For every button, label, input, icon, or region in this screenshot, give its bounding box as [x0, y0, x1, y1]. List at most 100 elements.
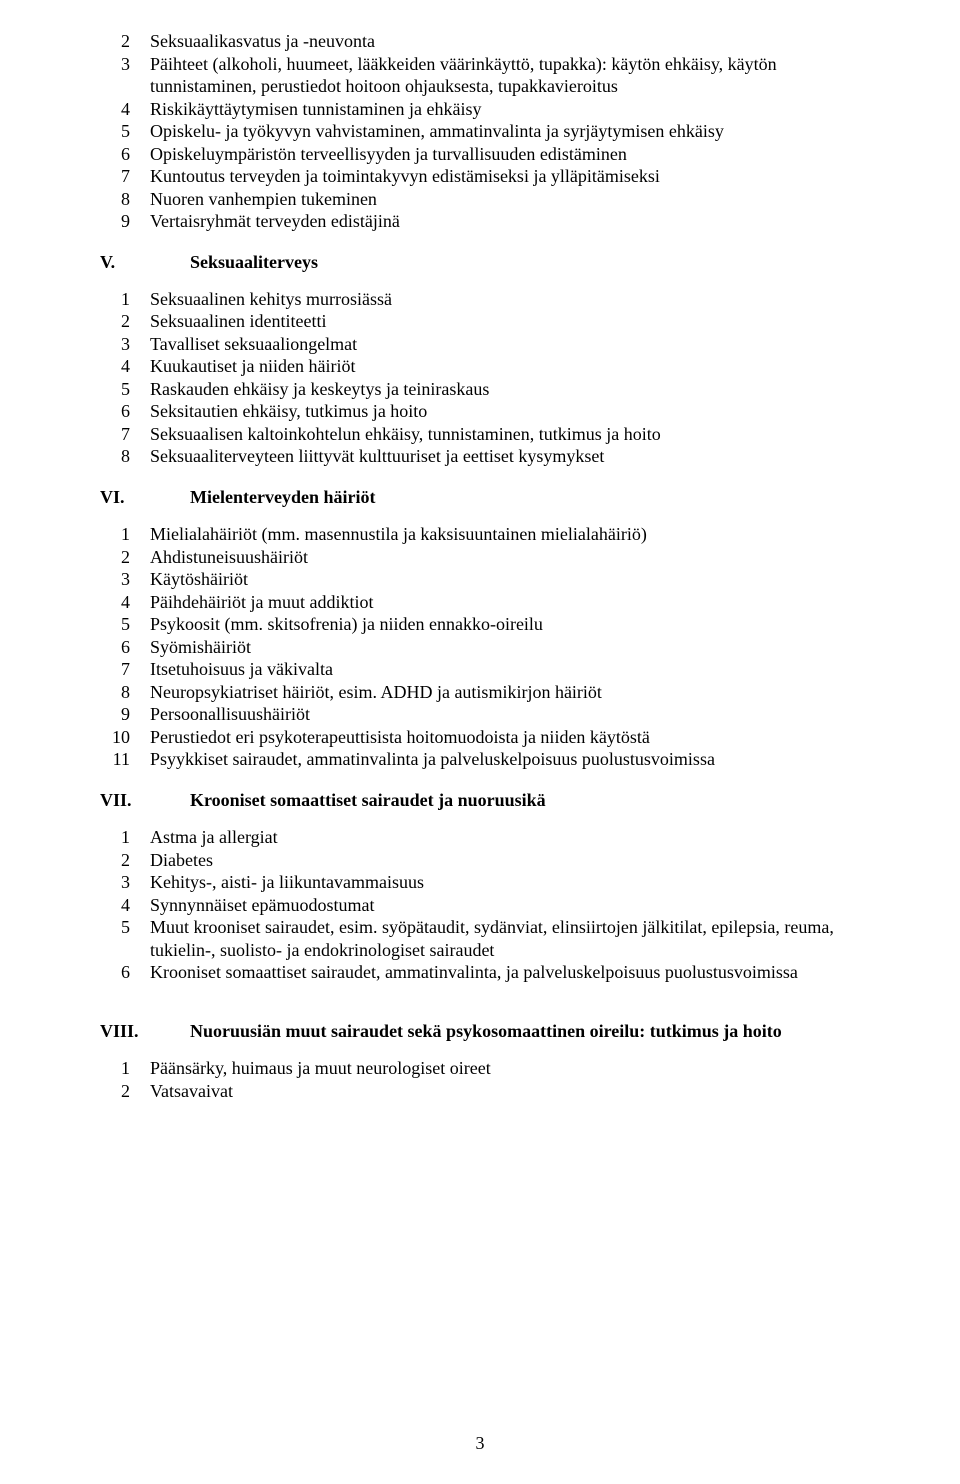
list-item-number: 1 [90, 288, 150, 311]
list-item-text: Päänsärky, huimaus ja muut neurologiset … [150, 1057, 870, 1080]
list-item: 11Psyykkiset sairaudet, ammatinvalinta j… [90, 748, 870, 771]
list-item-number: 10 [90, 726, 150, 749]
list-item-text: Synnynnäiset epämuodostumat [150, 894, 870, 917]
list-item-text: Tavalliset seksuaaliongelmat [150, 333, 870, 356]
list-item: 6Seksitautien ehkäisy, tutkimus ja hoito [90, 400, 870, 423]
list-item-number: 7 [90, 423, 150, 446]
list-item-text: Krooniset somaattiset sairaudet, ammatin… [150, 961, 870, 984]
list-item-number: 11 [90, 748, 150, 771]
list-item-number: 1 [90, 523, 150, 546]
list-item: 3Käytöshäiriöt [90, 568, 870, 591]
list-item-number: 4 [90, 894, 150, 917]
list-item: 5Raskauden ehkäisy ja keskeytys ja teini… [90, 378, 870, 401]
list-item: 1Päänsärky, huimaus ja muut neurologiset… [90, 1057, 870, 1080]
page-number: 3 [0, 1433, 960, 1454]
list-item-number: 4 [90, 98, 150, 121]
list-item-text: Opiskeluympäristön terveellisyyden ja tu… [150, 143, 870, 166]
list-item-text: Seksitautien ehkäisy, tutkimus ja hoito [150, 400, 870, 423]
list-item-text: Vertaisryhmät terveyden edistäjinä [150, 210, 870, 233]
list-item-text: Ahdistuneisuushäiriöt [150, 546, 870, 569]
list-item: 2Ahdistuneisuushäiriöt [90, 546, 870, 569]
list-item-number: 2 [90, 30, 150, 53]
list-item-number: 1 [90, 826, 150, 849]
list-item-number: 3 [90, 333, 150, 356]
list-item: 7Seksuaalisen kaltoinkohtelun ehkäisy, t… [90, 423, 870, 446]
section-title: Mielenterveyden häiriöt [170, 486, 870, 509]
list-item-text: Psykoosit (mm. skitsofrenia) ja niiden e… [150, 613, 870, 636]
section-title: Krooniset somaattiset sairaudet ja nuoru… [170, 789, 870, 812]
list-item-number: 9 [90, 703, 150, 726]
list-item: 9Persoonallisuushäiriöt [90, 703, 870, 726]
list-item-number: 7 [90, 658, 150, 681]
list-item-number: 8 [90, 445, 150, 468]
list-item-text: Seksuaalinen identiteetti [150, 310, 870, 333]
list-item-text: Vatsavaivat [150, 1080, 870, 1103]
list-item-text: Muut krooniset sairaudet, esim. syöpätau… [150, 916, 870, 961]
list-item: 3Tavalliset seksuaaliongelmat [90, 333, 870, 356]
list-item-number: 6 [90, 636, 150, 659]
list-item: 8Seksuaaliterveyteen liittyvät kulttuuri… [90, 445, 870, 468]
list-item-text: Päihdehäiriöt ja muut addiktiot [150, 591, 870, 614]
list-item: 1Astma ja allergiat [90, 826, 870, 849]
list-item-number: 2 [90, 1080, 150, 1103]
section-heading: VIII.Nuoruusiän muut sairaudet sekä psyk… [90, 1020, 870, 1043]
section-title: Seksuaaliterveys [170, 251, 870, 274]
list-item: 2Diabetes [90, 849, 870, 872]
section-number: V. [90, 251, 170, 274]
list-item-number: 8 [90, 188, 150, 211]
list-item: 7Itsetuhoisuus ja väkivalta [90, 658, 870, 681]
list-item-text: Seksuaalikasvatus ja -neuvonta [150, 30, 870, 53]
list-item: 4Kuukautiset ja niiden häiriöt [90, 355, 870, 378]
list-item-text: Nuoren vanhempien tukeminen [150, 188, 870, 211]
list-item: 8Nuoren vanhempien tukeminen [90, 188, 870, 211]
list-item: 2Vatsavaivat [90, 1080, 870, 1103]
list-item: 3Päihteet (alkoholi, huumeet, lääkkeiden… [90, 53, 870, 98]
list-item-number: 4 [90, 591, 150, 614]
section-title: Nuoruusiän muut sairaudet sekä psykosoma… [170, 1020, 870, 1043]
list-item-text: Seksuaaliterveyteen liittyvät kulttuuris… [150, 445, 870, 468]
list-item: 6Opiskeluympäristön terveellisyyden ja t… [90, 143, 870, 166]
section-number: VIII. [90, 1020, 170, 1043]
list-item-number: 2 [90, 546, 150, 569]
list-item-number: 5 [90, 120, 150, 143]
list-item-text: Diabetes [150, 849, 870, 872]
list-item: 1Mielialahäiriöt (mm. masennustila ja ka… [90, 523, 870, 546]
list-item: 6Syömishäiriöt [90, 636, 870, 659]
list-item-number: 2 [90, 849, 150, 872]
section-heading: V.Seksuaaliterveys [90, 251, 870, 274]
list-item-number: 2 [90, 310, 150, 333]
section-number: VII. [90, 789, 170, 812]
list-item: 5Opiskelu- ja työkyvyn vahvistaminen, am… [90, 120, 870, 143]
list-item: 4Riskikäyttäytymisen tunnistaminen ja eh… [90, 98, 870, 121]
list-item: 4Synnynnäiset epämuodostumat [90, 894, 870, 917]
list-item-number: 4 [90, 355, 150, 378]
list-item-number: 8 [90, 681, 150, 704]
list-item-text: Kuukautiset ja niiden häiriöt [150, 355, 870, 378]
list-item: 5Muut krooniset sairaudet, esim. syöpäta… [90, 916, 870, 961]
list-item-text: Raskauden ehkäisy ja keskeytys ja teinir… [150, 378, 870, 401]
list-item-text: Opiskelu- ja työkyvyn vahvistaminen, amm… [150, 120, 870, 143]
list-item: 2Seksuaalinen identiteetti [90, 310, 870, 333]
list-item-text: Perustiedot eri psykoterapeuttisista hoi… [150, 726, 870, 749]
list-item-number: 6 [90, 143, 150, 166]
list-item: 5Psykoosit (mm. skitsofrenia) ja niiden … [90, 613, 870, 636]
list-item-text: Kehitys-, aisti- ja liikuntavammaisuus [150, 871, 870, 894]
list-item-number: 5 [90, 613, 150, 636]
list-item-number: 7 [90, 165, 150, 188]
list-item-text: Persoonallisuushäiriöt [150, 703, 870, 726]
document-page: 2Seksuaalikasvatus ja -neuvonta3Päihteet… [0, 0, 960, 1484]
list-item-number: 5 [90, 916, 150, 939]
list-item: 4Päihdehäiriöt ja muut addiktiot [90, 591, 870, 614]
list-item-number: 6 [90, 400, 150, 423]
list-item-text: Neuropsykiatriset häiriöt, esim. ADHD ja… [150, 681, 870, 704]
list-item-text: Itsetuhoisuus ja väkivalta [150, 658, 870, 681]
list-item: 3Kehitys-, aisti- ja liikuntavammaisuus [90, 871, 870, 894]
list-item-number: 5 [90, 378, 150, 401]
list-item-text: Syömishäiriöt [150, 636, 870, 659]
list-item: 10Perustiedot eri psykoterapeuttisista h… [90, 726, 870, 749]
list-item: 7Kuntoutus terveyden ja toimintakyvyn ed… [90, 165, 870, 188]
list-item-text: Astma ja allergiat [150, 826, 870, 849]
section-number: VI. [90, 486, 170, 509]
list-item-number: 9 [90, 210, 150, 233]
list-item-number: 3 [90, 53, 150, 76]
